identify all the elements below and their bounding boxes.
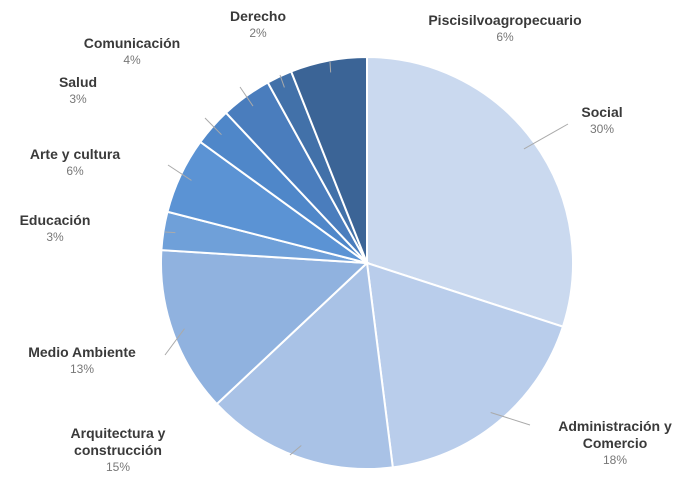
value-label: 6% bbox=[66, 164, 84, 178]
pie-slice bbox=[215, 260, 394, 470]
category-label: Arte y cultura bbox=[29, 146, 121, 162]
leader-line bbox=[164, 231, 176, 234]
leader-line bbox=[490, 412, 531, 426]
slice-label: Derecho 2% bbox=[213, 8, 303, 42]
category-label: Educación bbox=[19, 212, 91, 228]
leader-line bbox=[167, 164, 192, 181]
category-label: Medio Ambiente bbox=[28, 344, 136, 360]
slice-label: Arte y cultura 6% bbox=[10, 146, 140, 180]
value-label: 4% bbox=[123, 53, 141, 67]
leader-line bbox=[204, 117, 222, 136]
leader-line bbox=[279, 74, 285, 88]
category-label: Social bbox=[581, 104, 623, 120]
value-label: 15% bbox=[105, 460, 131, 474]
category-label: Piscisilvoagropecuario bbox=[428, 12, 582, 28]
value-label: 30% bbox=[589, 122, 615, 136]
slice-label: Administración y Comercio 18% bbox=[545, 418, 684, 469]
value-label: 2% bbox=[249, 26, 267, 40]
slice-label: Arquitectura y construcción 15% bbox=[38, 425, 198, 476]
category-label: Administración y Comercio bbox=[558, 418, 672, 451]
value-label: 6% bbox=[496, 30, 514, 44]
pie-slice bbox=[366, 55, 574, 328]
slice-label: Salud 3% bbox=[33, 74, 123, 108]
leader-line bbox=[289, 445, 302, 456]
category-label: Arquitectura y construcción bbox=[70, 425, 166, 458]
slice-label: Educación 3% bbox=[5, 212, 105, 246]
category-label: Salud bbox=[58, 74, 98, 90]
slice-label: Medio Ambiente 13% bbox=[7, 344, 157, 378]
pie-slice bbox=[160, 249, 370, 406]
slice-label: Social 30% bbox=[562, 104, 642, 138]
pie-slice bbox=[289, 55, 368, 264]
leader-line bbox=[523, 123, 569, 150]
value-label: 13% bbox=[69, 362, 95, 376]
slice-label: Piscisilvoagropecuario 6% bbox=[405, 12, 605, 46]
leader-line bbox=[329, 61, 332, 73]
value-label: 3% bbox=[69, 92, 87, 106]
pie-slice bbox=[365, 261, 565, 469]
value-label: 18% bbox=[602, 453, 628, 467]
slice-label: Comunicación 4% bbox=[62, 35, 202, 69]
category-label: Comunicación bbox=[83, 35, 181, 51]
category-label: Derecho bbox=[229, 8, 287, 24]
leader-line bbox=[239, 86, 254, 107]
value-label: 3% bbox=[46, 230, 64, 244]
leader-line bbox=[164, 328, 185, 356]
